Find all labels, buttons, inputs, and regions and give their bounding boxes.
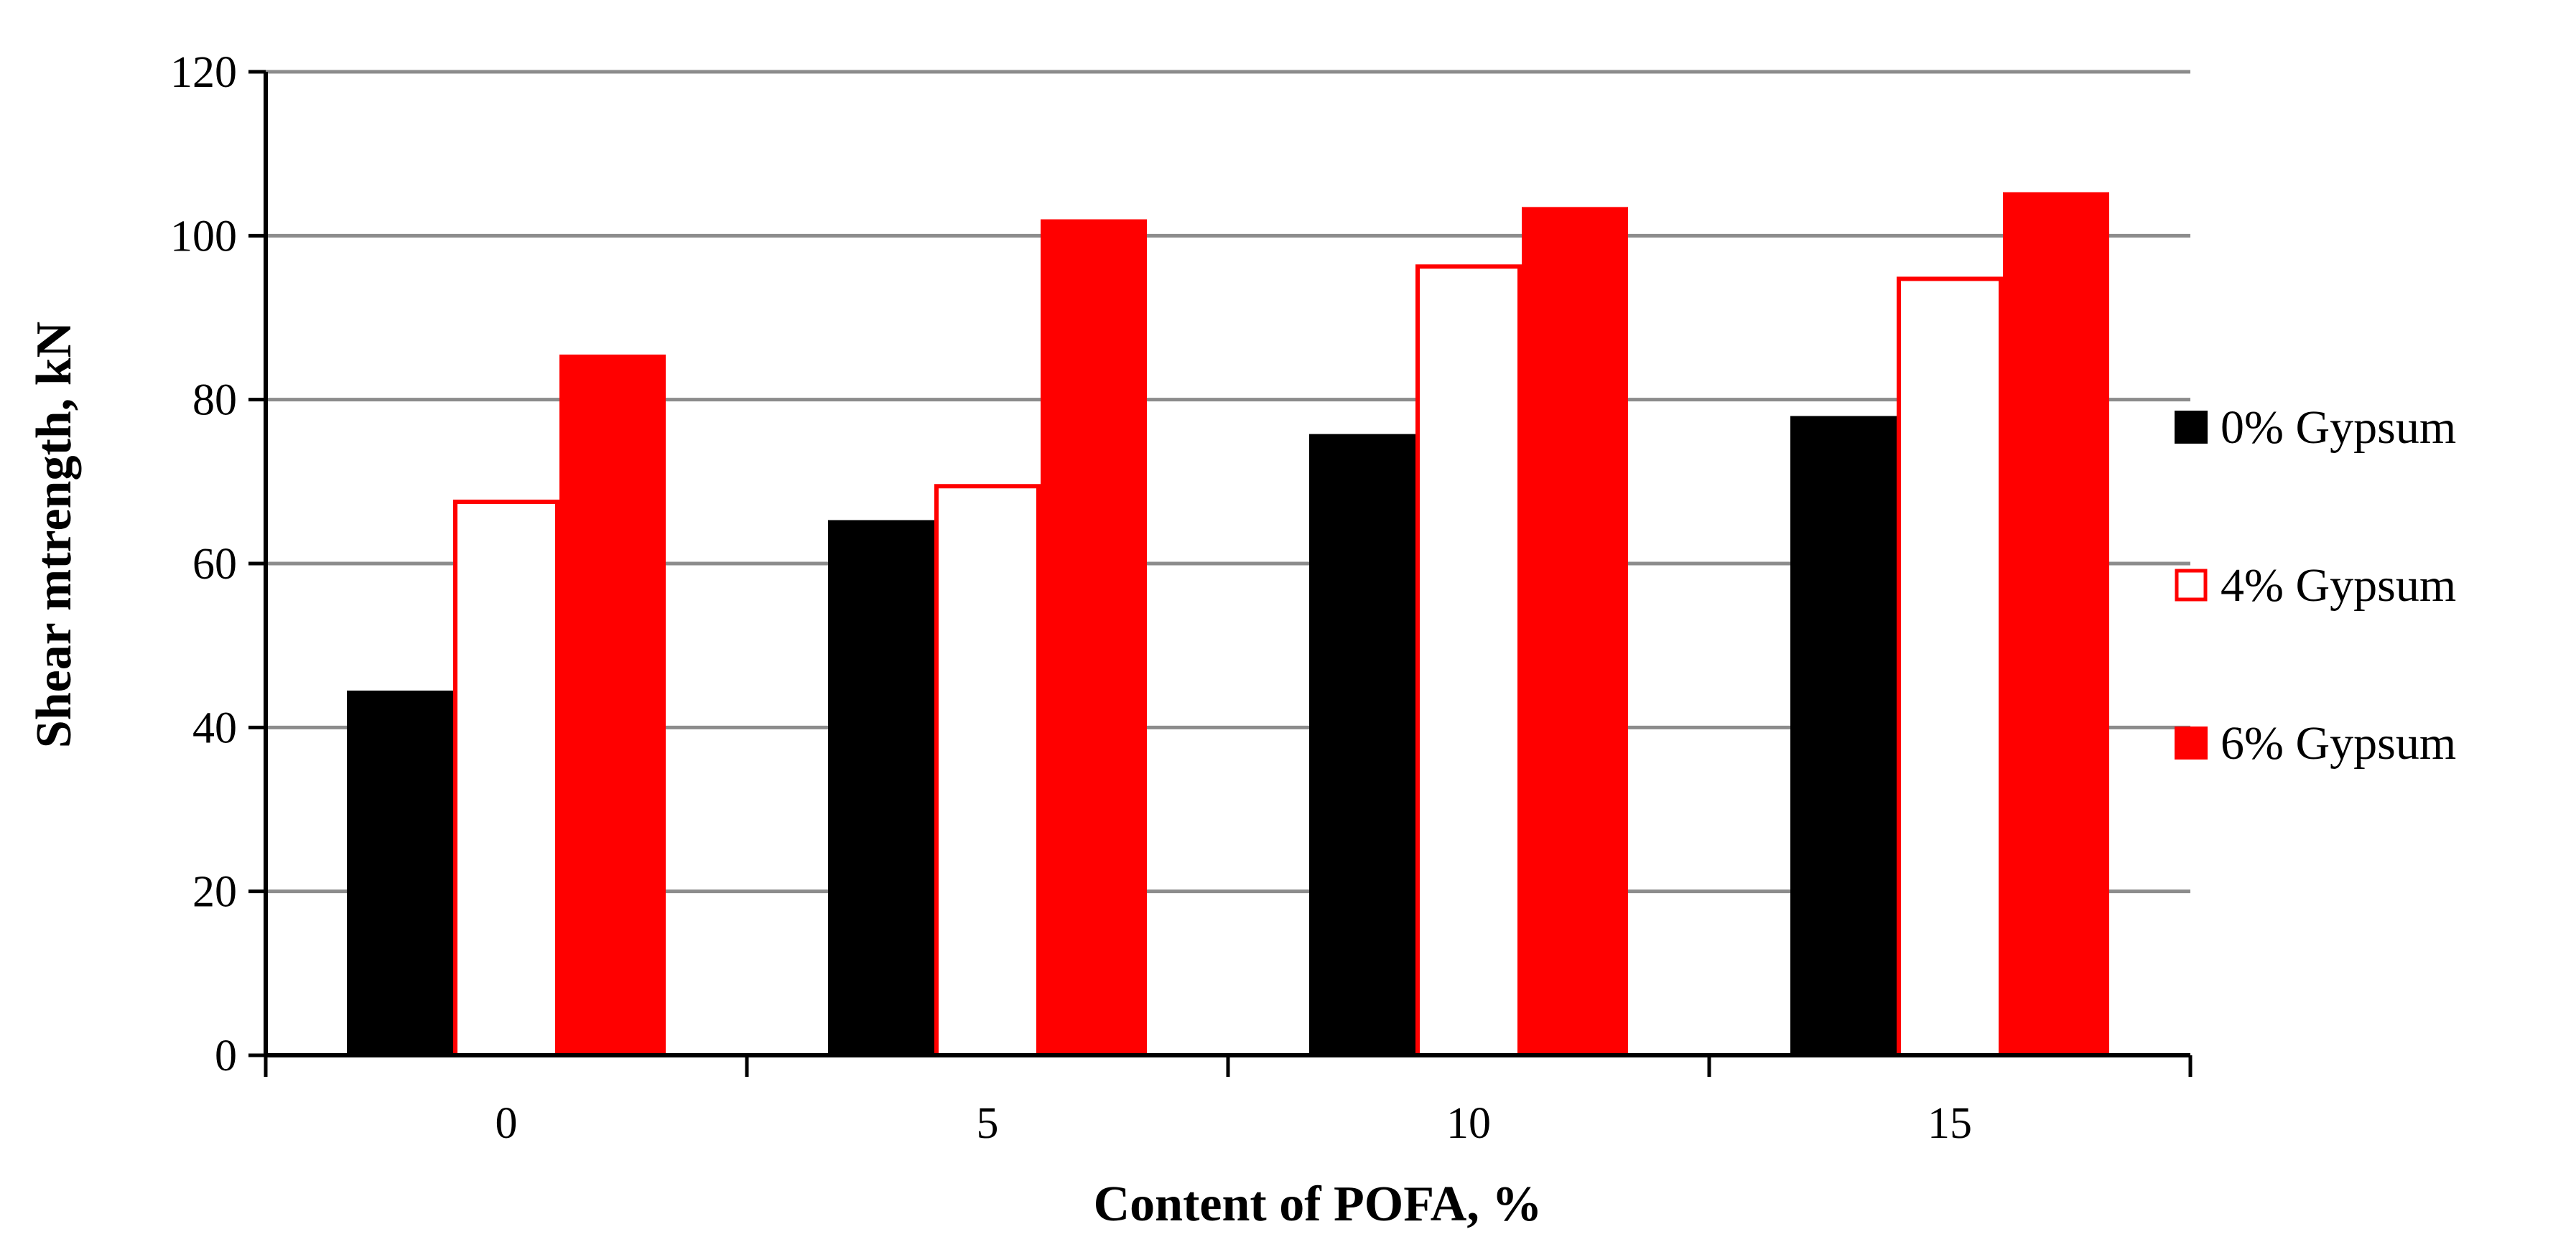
bar-6-gypsum-15 xyxy=(2003,192,2109,1056)
legend-swatch xyxy=(2175,411,2208,444)
bar-0-gypsum-10 xyxy=(1309,434,1415,1055)
x-tick-labels: 0 5 10 15 xyxy=(496,1099,1973,1148)
bar-0-gypsum-5 xyxy=(828,520,934,1055)
y-tick-label: 60 xyxy=(192,540,237,589)
axes xyxy=(248,70,2193,1077)
bar-6-gypsum-5 xyxy=(1041,219,1147,1055)
y-tick-label: 40 xyxy=(192,704,237,752)
legend-label: 6% Gypsum xyxy=(2221,717,2456,770)
x-axis-title: Content of POFA, % xyxy=(1094,1177,1543,1232)
x-tick-label: 15 xyxy=(1928,1099,1972,1148)
y-tick-label: 20 xyxy=(192,868,237,917)
x-tick-label: 0 xyxy=(496,1099,518,1148)
bar-4-gypsum-0 xyxy=(453,499,559,1057)
x-tick-label: 10 xyxy=(1446,1099,1491,1148)
legend-label: 0% Gypsum xyxy=(2221,401,2456,454)
y-axis-title: Shear mtrength, kN xyxy=(27,322,82,748)
bar-4-gypsum-5 xyxy=(934,484,1041,1057)
y-tick-labels: 0 20 40 60 80 100 120 xyxy=(170,48,237,1080)
legend-swatch xyxy=(2175,569,2208,602)
legend: 0% Gypsum 4% Gypsum 6% Gypsum xyxy=(2175,401,2456,770)
bars xyxy=(347,192,2109,1058)
bar-6-gypsum-0 xyxy=(559,354,666,1055)
legend-label: 4% Gypsum xyxy=(2221,559,2456,612)
legend-swatch xyxy=(2175,727,2208,760)
bar-4-gypsum-15 xyxy=(1897,276,2003,1058)
y-tick-label: 80 xyxy=(192,376,237,425)
y-tick-label: 0 xyxy=(215,1032,237,1080)
y-tick-label: 100 xyxy=(170,212,237,261)
bar-6-gypsum-10 xyxy=(1522,207,1628,1055)
bar-4-gypsum-10 xyxy=(1415,264,1522,1058)
bar-0-gypsum-0 xyxy=(347,690,453,1055)
bar-0-gypsum-15 xyxy=(1790,416,1897,1055)
y-tick-label: 120 xyxy=(170,48,237,97)
x-tick-label: 5 xyxy=(977,1099,999,1148)
